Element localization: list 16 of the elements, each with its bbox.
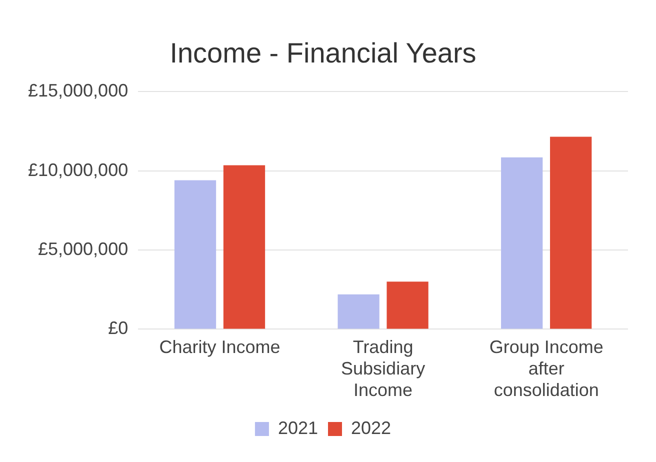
y-tick-label: £0	[108, 318, 128, 338]
legend-label: 2022	[351, 418, 392, 438]
bar	[338, 294, 380, 329]
y-tick-label: £10,000,000	[28, 160, 128, 180]
x-tick-label: Trading Subsidiary Income	[341, 336, 426, 400]
bar	[174, 180, 216, 329]
bar	[550, 136, 592, 329]
x-tick-label: Charity Income	[159, 336, 280, 357]
y-tick-label: £15,000,000	[28, 80, 128, 101]
legend-label: 2021	[278, 418, 318, 438]
y-tick-label: £5,000,000	[38, 238, 128, 259]
x-tick-label: Group Income after consolidation	[489, 336, 604, 400]
bar	[501, 157, 543, 329]
bar	[223, 165, 266, 329]
bar	[386, 282, 428, 329]
chart-title: Income - Financial Years	[170, 38, 476, 69]
